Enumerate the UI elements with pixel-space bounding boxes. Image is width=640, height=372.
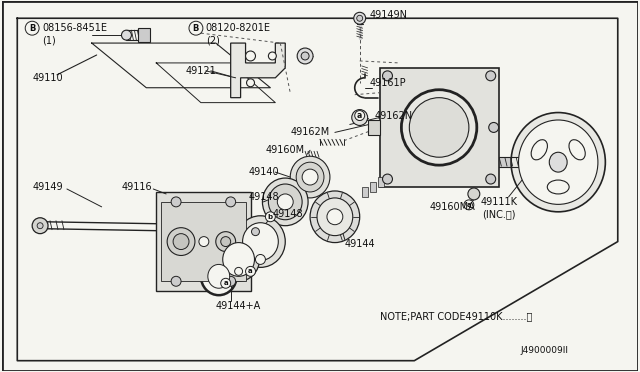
Text: 49148: 49148 bbox=[248, 192, 279, 202]
Ellipse shape bbox=[518, 120, 598, 204]
Circle shape bbox=[356, 15, 363, 21]
Bar bbox=[367, 119, 380, 135]
Circle shape bbox=[226, 276, 236, 286]
Circle shape bbox=[356, 115, 363, 121]
Bar bbox=[138, 28, 150, 42]
Circle shape bbox=[352, 110, 367, 125]
Circle shape bbox=[486, 71, 495, 81]
Circle shape bbox=[383, 71, 392, 81]
Circle shape bbox=[383, 174, 392, 184]
Text: 49140: 49140 bbox=[248, 167, 279, 177]
Bar bbox=[378, 177, 383, 187]
Circle shape bbox=[25, 21, 39, 35]
Circle shape bbox=[355, 110, 365, 121]
Text: (2): (2) bbox=[206, 35, 220, 45]
Ellipse shape bbox=[569, 140, 585, 160]
Text: 49148: 49148 bbox=[273, 209, 303, 219]
Bar bbox=[161, 202, 246, 281]
Circle shape bbox=[199, 237, 209, 247]
Circle shape bbox=[221, 278, 230, 288]
Circle shape bbox=[468, 188, 480, 200]
Circle shape bbox=[246, 79, 255, 87]
Ellipse shape bbox=[262, 178, 308, 226]
Text: NOTE;PART CODE49110K........ⓐ: NOTE;PART CODE49110K........ⓐ bbox=[380, 311, 532, 321]
Circle shape bbox=[167, 228, 195, 256]
Circle shape bbox=[266, 212, 275, 222]
Text: B: B bbox=[29, 24, 35, 33]
Text: (1): (1) bbox=[42, 35, 56, 45]
Ellipse shape bbox=[268, 184, 302, 220]
Ellipse shape bbox=[531, 140, 547, 160]
Circle shape bbox=[327, 209, 343, 225]
Circle shape bbox=[268, 52, 276, 60]
Circle shape bbox=[37, 223, 43, 229]
Circle shape bbox=[171, 276, 181, 286]
Bar bbox=[380, 68, 499, 187]
Ellipse shape bbox=[296, 162, 324, 192]
Text: 49110: 49110 bbox=[32, 73, 63, 83]
Circle shape bbox=[246, 266, 255, 276]
Text: B: B bbox=[193, 24, 199, 33]
Circle shape bbox=[401, 90, 477, 165]
Text: a: a bbox=[467, 202, 471, 208]
Text: (INC.ⓑ): (INC.ⓑ) bbox=[482, 209, 515, 219]
Circle shape bbox=[32, 218, 48, 234]
Circle shape bbox=[216, 232, 236, 251]
Circle shape bbox=[173, 234, 189, 250]
Ellipse shape bbox=[549, 152, 567, 172]
Bar bbox=[362, 187, 367, 197]
Text: 49160MA: 49160MA bbox=[429, 202, 475, 212]
Circle shape bbox=[302, 169, 318, 185]
Circle shape bbox=[189, 21, 203, 35]
Ellipse shape bbox=[290, 156, 330, 198]
Circle shape bbox=[122, 30, 131, 40]
Text: 49144: 49144 bbox=[345, 238, 376, 248]
Polygon shape bbox=[230, 43, 285, 98]
Text: 49149N: 49149N bbox=[370, 10, 408, 20]
Ellipse shape bbox=[317, 198, 353, 235]
Circle shape bbox=[297, 48, 313, 64]
Text: 08156-8451E: 08156-8451E bbox=[42, 23, 107, 33]
Circle shape bbox=[354, 12, 365, 24]
Text: 49160M: 49160M bbox=[266, 145, 305, 155]
Circle shape bbox=[489, 122, 499, 132]
Circle shape bbox=[410, 98, 469, 157]
Ellipse shape bbox=[223, 243, 255, 276]
Ellipse shape bbox=[236, 216, 285, 267]
Circle shape bbox=[221, 237, 230, 247]
Bar bbox=[156, 192, 250, 291]
Ellipse shape bbox=[201, 257, 237, 295]
Circle shape bbox=[255, 254, 266, 264]
Ellipse shape bbox=[511, 113, 605, 212]
Circle shape bbox=[252, 228, 259, 235]
Text: 49121: 49121 bbox=[186, 66, 217, 76]
Ellipse shape bbox=[218, 238, 259, 281]
Circle shape bbox=[277, 194, 293, 210]
Circle shape bbox=[246, 51, 255, 61]
Circle shape bbox=[235, 267, 243, 275]
Circle shape bbox=[171, 197, 181, 207]
Ellipse shape bbox=[547, 180, 569, 194]
Circle shape bbox=[226, 197, 236, 207]
Circle shape bbox=[486, 174, 495, 184]
Text: 49161P: 49161P bbox=[370, 78, 406, 88]
Bar bbox=[370, 182, 376, 192]
Text: 08120-8201E: 08120-8201E bbox=[206, 23, 271, 33]
Text: a: a bbox=[248, 268, 253, 275]
Ellipse shape bbox=[243, 223, 278, 260]
Text: 49162N: 49162N bbox=[374, 110, 413, 121]
Circle shape bbox=[301, 52, 309, 60]
Text: b: b bbox=[268, 214, 273, 220]
Text: a: a bbox=[223, 280, 228, 286]
Ellipse shape bbox=[208, 264, 230, 288]
Text: 49111K: 49111K bbox=[480, 197, 517, 207]
Text: 49162M: 49162M bbox=[290, 127, 330, 137]
Ellipse shape bbox=[310, 191, 360, 243]
Text: J4900009II: J4900009II bbox=[520, 346, 568, 355]
Text: 49149: 49149 bbox=[32, 182, 63, 192]
Text: 49144+A: 49144+A bbox=[216, 301, 261, 311]
Text: 49116: 49116 bbox=[122, 182, 152, 192]
Circle shape bbox=[464, 200, 474, 210]
Text: a: a bbox=[357, 111, 362, 120]
